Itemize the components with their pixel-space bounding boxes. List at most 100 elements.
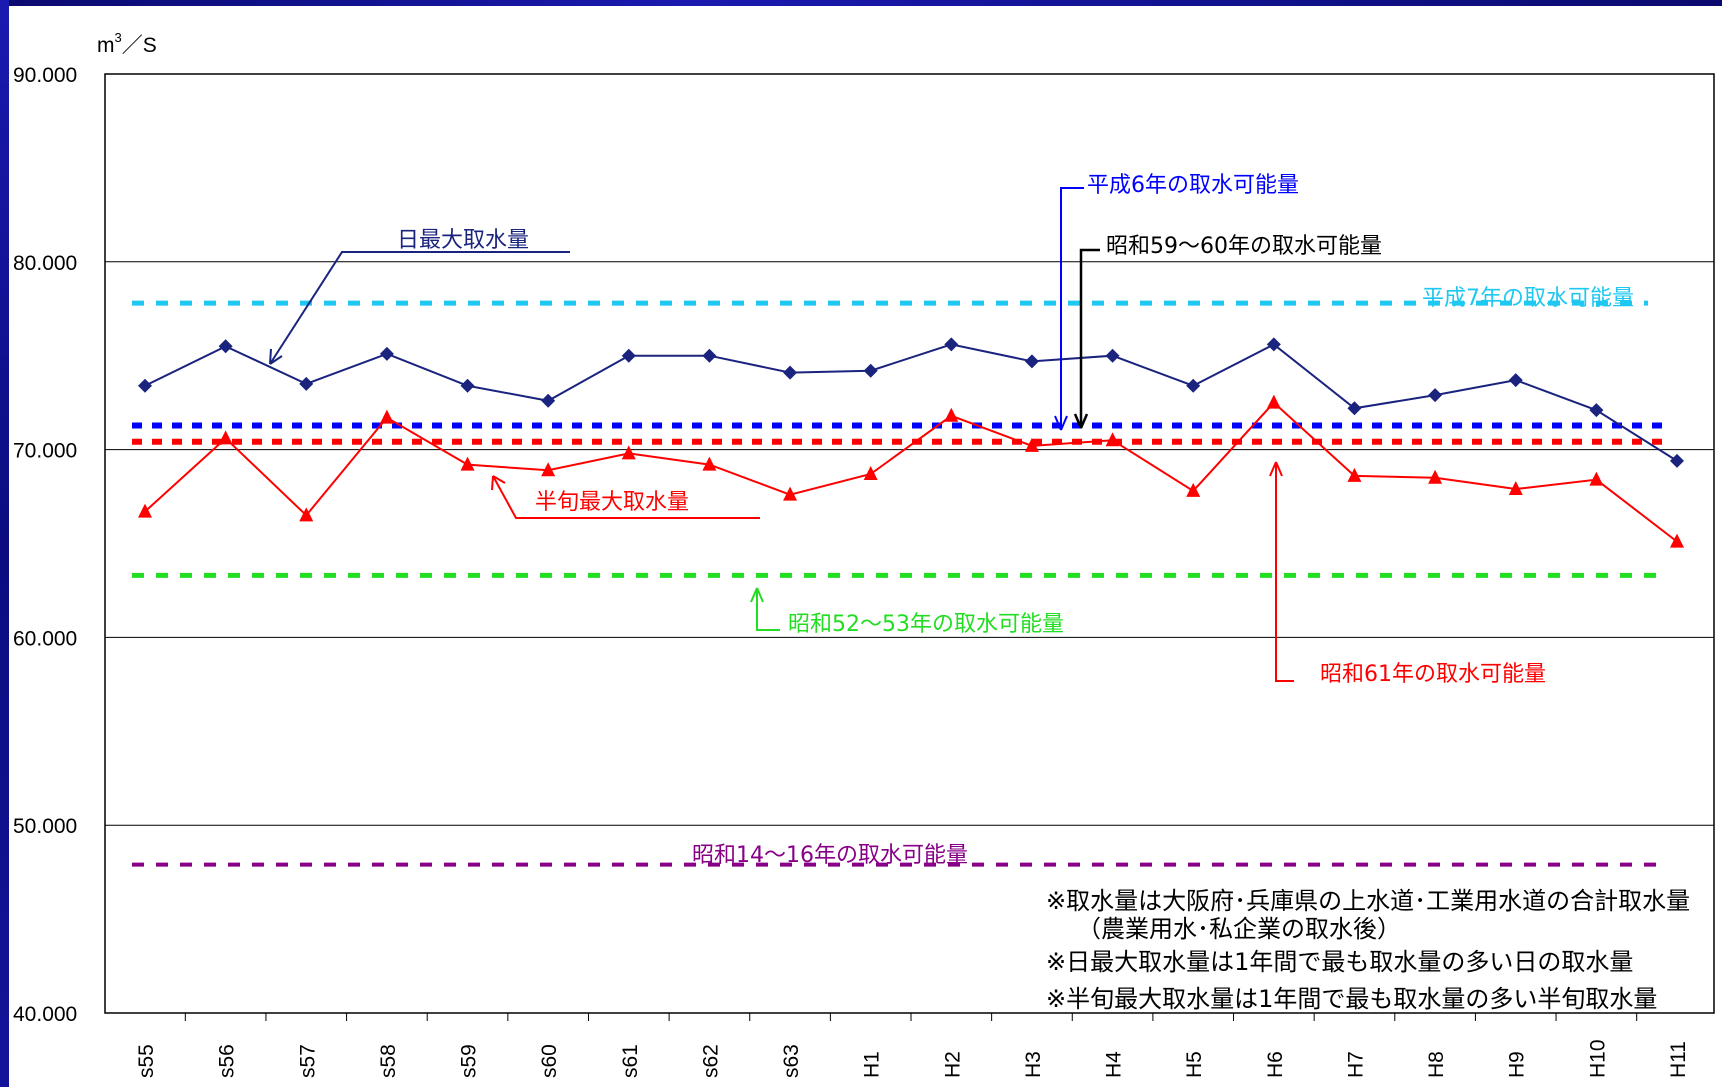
leader-s61 [1275,462,1294,682]
x-tick-label: H6 [1264,1051,1287,1078]
y-tick-label: 50.000 [13,815,77,838]
frame-left-bar [0,0,9,1087]
x-tick-label: s56 [216,1044,239,1078]
series-label-half-period-max: 半旬最大取水量 [535,490,689,515]
y-tick-label: 60.000 [13,627,77,650]
data-point [1266,394,1281,409]
ref-label-h7: 平成7年の取水可能量 [1422,286,1634,311]
series-label-daily-max: 日最大取水量 [397,228,529,253]
data-point [460,456,475,471]
arrowhead-s52-53 [750,587,764,603]
ref-label-s14-16: 昭和14～16年の取水可能量 [692,843,968,868]
data-point [1105,348,1120,363]
data-point [218,339,233,354]
data-point [1186,378,1201,393]
x-tick-label: s57 [296,1044,319,1078]
arrowhead-half-period-max [491,475,506,491]
ref-label-s52-53: 昭和52～53年の取水可能量 [788,612,1064,637]
data-point [541,393,556,408]
data-point [1589,403,1604,418]
x-tick-label: H8 [1425,1051,1448,1078]
x-tick-label: s61 [619,1044,642,1078]
data-point [1589,471,1604,486]
y-tick-label: 80.000 [13,252,77,275]
data-point [1428,388,1443,403]
x-tick-label: H5 [1183,1051,1206,1078]
data-point [863,363,878,378]
ref-label-s61: 昭和61年の取水可能量 [1320,662,1546,687]
frame-top-bar [0,0,1722,6]
arrowhead-h6 [1054,415,1068,431]
x-tick-label: H4 [1103,1051,1126,1078]
unit-superscript: 3 [115,30,122,45]
data-point [1670,453,1684,468]
x-tick-label: H7 [1344,1051,1367,1078]
footnote: （農業用水･私企業の取水後） [1077,915,1401,943]
x-tick-label: H10 [1586,1039,1609,1078]
x-tick-label: H9 [1506,1051,1529,1078]
data-point [702,456,717,471]
series-line [144,401,1678,543]
y-axis-unit-label: m3／S [97,30,157,57]
x-tick-label: H2 [941,1051,964,1078]
data-point [379,409,394,424]
data-point [218,430,233,445]
data-point [1024,354,1039,369]
y-tick-label: 90.000 [13,64,77,87]
data-point [1266,337,1281,352]
footnote: ※日最大取水量は1年間で最も取水量の多い日の取水量 [1046,948,1633,976]
leader-half-period-max [492,475,760,519]
data-point [1024,437,1039,452]
ref-label-s59-60: 昭和59～60年の取水可能量 [1106,234,1382,259]
arrowhead-s61 [1269,461,1283,477]
data-point [1105,432,1120,447]
leader-h6 [1060,187,1084,430]
data-point [621,445,636,460]
data-point [1670,533,1684,548]
plot-area-frame [104,73,1715,1014]
data-point [379,346,394,361]
data-point [299,507,314,522]
x-tick-label: s60 [538,1044,561,1078]
data-point [702,348,717,363]
leader-daily-max [269,251,570,365]
unit-per-s: ／S [122,34,157,57]
y-tick-label: 40.000 [13,1003,77,1026]
arrowhead-daily-max [269,348,283,365]
x-tick-label: H11 [1667,1041,1690,1078]
leader-s52-53 [756,588,780,631]
data-point [299,376,314,391]
data-point [138,503,152,518]
x-tick-label: H3 [1022,1051,1045,1078]
data-point [863,466,878,481]
leader-s59-60 [1079,248,1100,428]
data-point [944,407,959,422]
unit-m: m [97,34,115,57]
data-point [621,348,636,363]
data-point [783,365,798,380]
data-point [783,486,798,501]
footnote: ※半旬最大取水量は1年間で最も取水量の多い半旬取水量 [1046,985,1657,1013]
x-tick-label: s63 [780,1044,803,1078]
x-tick-label: H1 [861,1051,884,1078]
data-point [1186,482,1201,497]
x-tick-label: s58 [377,1044,400,1078]
y-tick-label: 70.000 [13,440,77,463]
data-point [1347,467,1362,482]
data-point [138,378,152,393]
data-point [460,378,475,393]
x-tick-label: s59 [458,1044,481,1078]
data-point [1347,401,1362,416]
series-line [144,343,1678,462]
footnote: ※取水量は大阪府･兵庫県の上水道･工業用水道の合計取水量 [1046,887,1690,915]
data-point [1508,373,1523,388]
grid-layer [105,261,1714,826]
ref-label-h6: 平成6年の取水可能量 [1087,173,1299,198]
axes-layer: 40.000 50.000 60.000 70.000 80.000 90.000 s55 s… [13,64,1715,1078]
reference-lines-layer [132,300,1665,867]
data-point [1428,469,1443,484]
x-tick-label: s62 [699,1044,722,1078]
data-point [541,462,556,477]
